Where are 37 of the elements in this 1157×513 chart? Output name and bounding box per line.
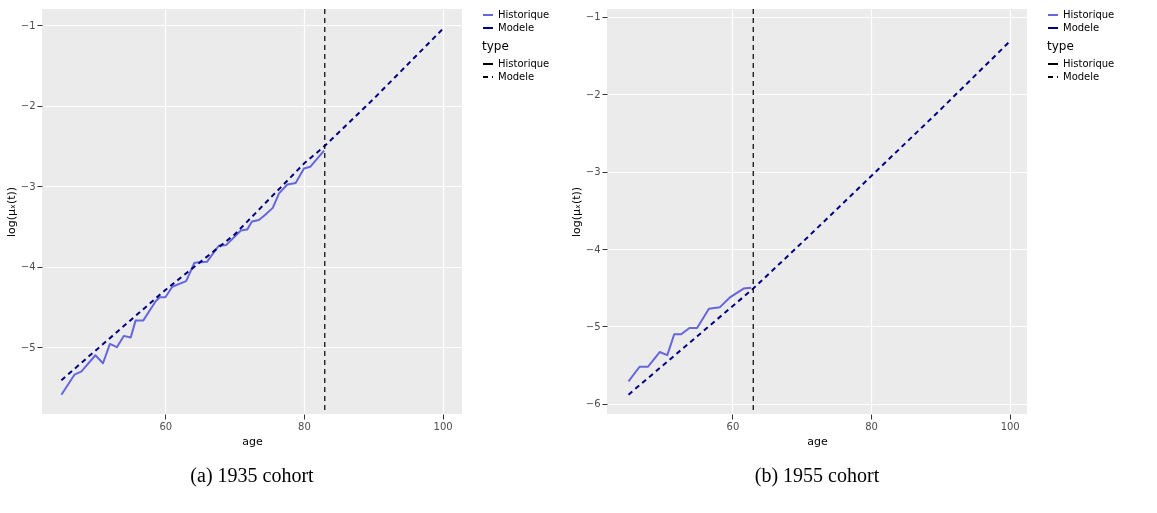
y-tick-label: −4 (20, 261, 36, 273)
x-tick-label: 60 (726, 420, 740, 432)
y-axis-title: log(μₓ(t)) (4, 186, 18, 238)
y-axis-title: log(μₓ(t)) (569, 186, 583, 238)
legend-title: type (482, 39, 509, 53)
line-series (60, 149, 326, 396)
line-series (627, 286, 753, 383)
x-tick-label: 100 (433, 420, 453, 432)
line-series (627, 40, 1011, 396)
text: (a) 1935 cohort (190, 464, 315, 487)
x-tick-label: 100 (1000, 420, 1020, 432)
line-series (60, 28, 444, 382)
legend-title: type (1047, 39, 1074, 53)
legend-label: Historique (1063, 9, 1115, 20)
text: Historique (498, 58, 550, 69)
y-tick-label: −5 (585, 321, 601, 332)
x-axis-title: age (242, 434, 263, 448)
text: Modele (498, 71, 535, 82)
legend-label: Modele (498, 22, 535, 33)
x-tick-label: 60 (159, 420, 173, 432)
x-tick-label: 80 (865, 420, 878, 432)
y-tick-label: −1 (20, 19, 36, 31)
y-tick-label: −6 (585, 398, 601, 410)
y-tick-label: −3 (20, 180, 36, 192)
text: Modele (1063, 71, 1100, 82)
y-tick-label: −5 (20, 341, 36, 353)
y-tick-label: −4 (585, 243, 601, 255)
legend-label: Modele (1063, 22, 1100, 33)
x-tick-label: 80 (298, 420, 311, 432)
y-tick-label: −1 (585, 11, 601, 23)
y-tick-label: −3 (585, 166, 601, 178)
legend-label: Historique (498, 9, 550, 20)
text: (b) 1955 cohort (754, 464, 880, 487)
text: Historique (1063, 58, 1115, 69)
x-axis-title: age (807, 434, 828, 448)
y-tick-label: −2 (20, 100, 36, 112)
y-tick-label: −2 (585, 88, 601, 100)
